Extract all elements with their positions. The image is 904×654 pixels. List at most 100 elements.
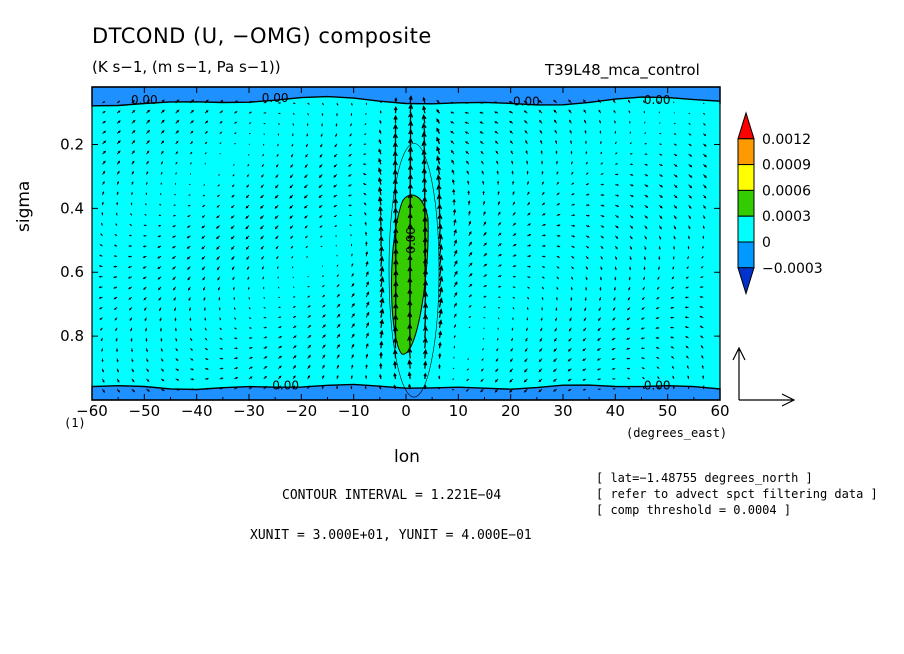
wind-vector — [131, 368, 134, 373]
wind-vector — [336, 303, 341, 308]
wind-vector — [333, 174, 338, 178]
wind-vector — [365, 321, 370, 328]
wind-vector — [175, 358, 179, 362]
wind-vector — [263, 133, 265, 136]
wind-vector — [597, 99, 602, 104]
wind-vector — [378, 215, 384, 226]
wind-vector — [216, 245, 221, 250]
wind-vector — [336, 264, 339, 267]
wind-vector — [466, 368, 470, 371]
wind-vector — [584, 140, 587, 144]
wind-vector — [436, 145, 441, 155]
wind-vector — [219, 367, 224, 370]
wind-vector — [510, 150, 514, 155]
wind-vector — [187, 204, 191, 207]
wind-vector — [234, 327, 238, 330]
wind-vector — [422, 268, 429, 287]
wind-vector — [303, 194, 308, 199]
y-tick-label: 0.6 — [60, 263, 84, 281]
wind-vector — [292, 355, 297, 359]
wind-vector — [304, 235, 308, 239]
wind-vector — [318, 184, 323, 189]
wind-vector — [319, 153, 323, 158]
wind-vector — [379, 276, 385, 288]
wind-vector — [234, 337, 238, 340]
wind-vector — [146, 109, 151, 114]
wind-vector — [350, 234, 352, 237]
wind-vector — [378, 205, 383, 216]
wind-vector — [319, 225, 323, 228]
wind-vector — [481, 160, 484, 165]
wind-vector — [569, 129, 572, 134]
wind-vector — [436, 164, 442, 175]
wind-vector — [115, 223, 118, 226]
wind-vector — [702, 374, 705, 379]
wind-vector — [160, 192, 162, 196]
wind-vector — [571, 235, 576, 238]
wind-vector — [642, 386, 645, 390]
wind-vector — [349, 133, 352, 137]
wind-vector — [102, 180, 105, 185]
wind-vector — [113, 265, 118, 268]
wind-vector — [260, 235, 265, 240]
wind-vector — [524, 130, 528, 134]
wind-vector — [526, 317, 529, 321]
wind-vector — [526, 307, 529, 311]
x-tick-label: 10 — [449, 402, 468, 420]
wind-vector — [641, 307, 645, 310]
wind-vector — [115, 348, 119, 353]
wind-vector — [232, 174, 235, 177]
wind-vector — [218, 307, 221, 311]
wind-vector — [187, 276, 191, 281]
wind-vector — [615, 194, 620, 197]
wind-vector — [157, 235, 162, 238]
wind-vector — [201, 255, 206, 260]
wind-vector — [468, 262, 473, 267]
wind-vector — [598, 109, 602, 114]
wind-vector — [438, 308, 443, 318]
wind-vector — [496, 337, 499, 341]
wind-vector — [364, 221, 367, 226]
wind-vector — [392, 337, 398, 349]
wind-vector — [644, 194, 649, 198]
wind-vector — [598, 307, 602, 312]
wind-vector — [702, 102, 705, 105]
wind-vector — [687, 256, 690, 260]
wind-vector — [263, 356, 268, 359]
wind-vector — [234, 386, 238, 390]
wind-vector — [102, 378, 105, 383]
wind-vector — [538, 378, 543, 383]
wind-vector — [307, 305, 311, 308]
wind-vector — [306, 133, 309, 137]
wind-vector — [538, 368, 543, 373]
wind-vector — [351, 313, 355, 318]
wind-vector — [350, 113, 353, 117]
wind-vector — [699, 315, 704, 319]
wind-vector — [512, 265, 517, 268]
wind-vector — [688, 204, 692, 210]
wind-vector — [204, 367, 209, 371]
x-tick-label: −50 — [129, 402, 161, 420]
wind-vector — [290, 153, 294, 158]
wind-vector — [626, 367, 631, 370]
wind-vector — [451, 388, 455, 391]
wind-vector — [644, 163, 648, 166]
wind-vector — [422, 96, 426, 104]
wind-vector — [494, 388, 499, 393]
wind-vector — [688, 184, 693, 189]
wind-vector — [569, 119, 572, 124]
wind-vector — [629, 142, 632, 145]
wind-vector — [142, 234, 147, 237]
wind-vector — [497, 275, 502, 278]
wind-vector — [585, 214, 590, 217]
wind-vector — [262, 143, 265, 147]
wind-vector — [115, 337, 118, 342]
wind-vector — [556, 224, 561, 227]
wind-vector — [512, 244, 517, 247]
wind-vector — [703, 112, 706, 115]
wind-vector — [625, 347, 631, 350]
wind-vector — [263, 326, 268, 329]
legend-swatch — [737, 138, 755, 166]
wind-vector — [245, 204, 250, 209]
wind-vector — [688, 215, 691, 220]
